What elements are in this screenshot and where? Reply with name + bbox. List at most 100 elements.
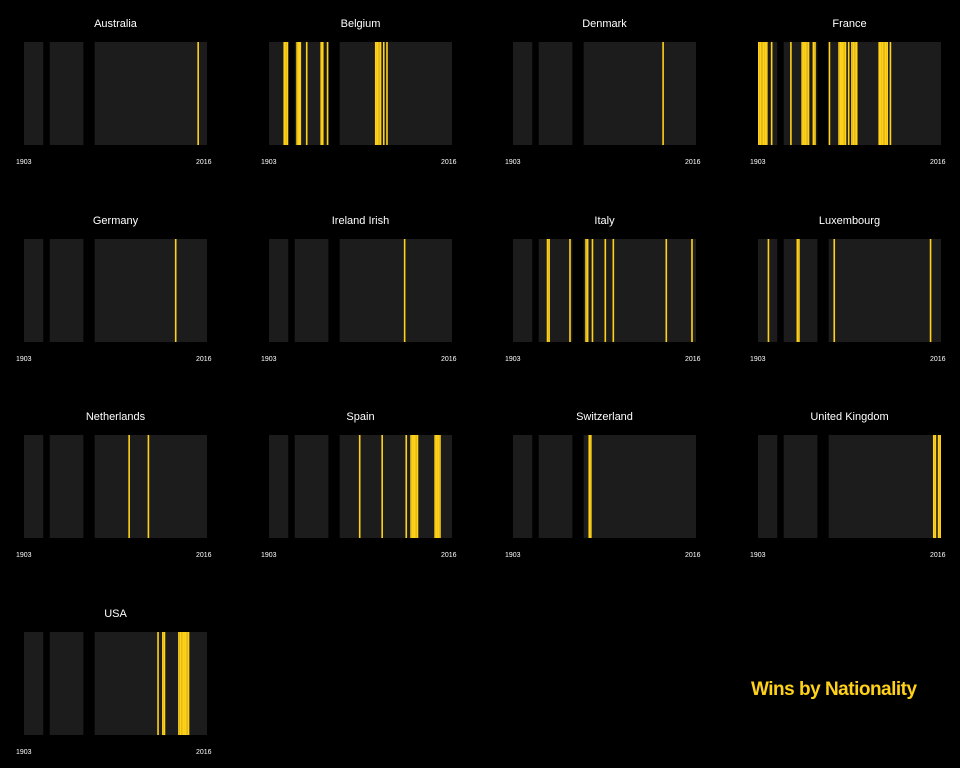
win-bar [767,239,770,342]
win-bar [381,435,383,538]
win-bar [548,239,550,342]
win-bar [326,42,329,145]
x-tick-label: 1903 [261,356,277,363]
win-bar [379,42,382,145]
win-bar [852,42,855,145]
panel-background [49,42,84,145]
win-bar [374,42,377,145]
x-tick-label: 2016 [441,356,457,363]
panel-background [783,239,818,342]
win-bar [758,42,760,145]
panel-background [294,239,329,342]
win-bar [588,435,591,538]
win-bar [761,42,763,145]
win-bar [764,42,767,145]
win-bar [299,42,302,145]
panel-title: Netherlands [85,411,146,423]
win-bar [929,239,932,342]
win-bar [378,42,380,145]
win-bar [386,42,388,145]
panel-background [513,42,533,145]
win-bar [854,42,856,145]
x-tick-label: 1903 [505,356,521,363]
win-bar [932,435,935,538]
panel-title: Switzerland [576,411,633,423]
chart-title: Wins by Nationality [751,679,917,700]
win-bar [828,42,831,145]
win-bar [790,42,792,145]
win-bar [382,42,385,145]
win-bar [814,42,816,145]
win-bar [807,42,810,145]
panel-background [94,435,207,538]
win-bar [844,42,847,145]
win-bar [612,239,615,342]
win-bar [413,435,416,538]
win-bar [434,435,436,538]
x-tick-label: 1903 [16,749,32,756]
panel-background [339,239,452,342]
win-bar [766,42,768,145]
win-bar [297,42,300,145]
win-bar [174,239,177,342]
win-bar [937,435,940,538]
win-bar [296,42,298,145]
win-bar [411,435,414,538]
x-tick-label: 1903 [505,552,521,559]
win-bar [851,42,853,145]
panel-background [49,632,84,735]
win-bar [376,42,379,145]
x-tick-label: 2016 [196,749,212,756]
x-tick-label: 2016 [930,552,946,559]
panel-background [24,435,44,538]
win-bar [405,435,408,538]
x-tick-label: 1903 [750,356,766,363]
win-bar [435,435,438,538]
panel-background [49,435,84,538]
x-tick-label: 1903 [750,159,766,166]
win-bar [147,435,150,538]
x-tick-label: 2016 [930,159,946,166]
win-bar [410,435,412,538]
panel-background [94,239,207,342]
x-tick-label: 1903 [261,159,277,166]
panel-background [513,239,533,342]
win-bar [403,239,406,342]
win-bar [665,239,668,342]
x-tick-label: 2016 [441,159,457,166]
win-bar [197,42,199,145]
win-bar [886,42,889,145]
win-bar [178,632,180,735]
x-tick-label: 1903 [16,159,32,166]
win-bar [806,42,808,145]
win-bar [320,42,322,145]
x-tick-label: 2016 [685,356,701,363]
win-bar [437,435,440,538]
win-bar [889,42,892,145]
win-bar [283,42,286,145]
win-bar [839,42,842,145]
win-bar [415,435,417,538]
win-bar [181,632,183,735]
panel-background [24,239,44,342]
win-bar [184,632,187,735]
win-bar [798,239,800,342]
win-bar [881,42,884,145]
win-bar [590,435,592,538]
win-bar [416,435,419,538]
panel-background [758,435,778,538]
panel-background [538,42,573,145]
panel-title: Spain [346,411,375,423]
panel-background [513,435,533,538]
panel-background [583,42,696,145]
win-bar [187,632,190,735]
panel-background [24,42,44,145]
win-bar [801,42,803,145]
x-tick-label: 2016 [930,356,946,363]
win-bar [770,42,773,145]
x-tick-label: 2016 [685,552,701,559]
panel-title: France [832,18,867,30]
win-bar [833,239,836,342]
win-bar [759,42,762,145]
win-bar [163,632,166,735]
